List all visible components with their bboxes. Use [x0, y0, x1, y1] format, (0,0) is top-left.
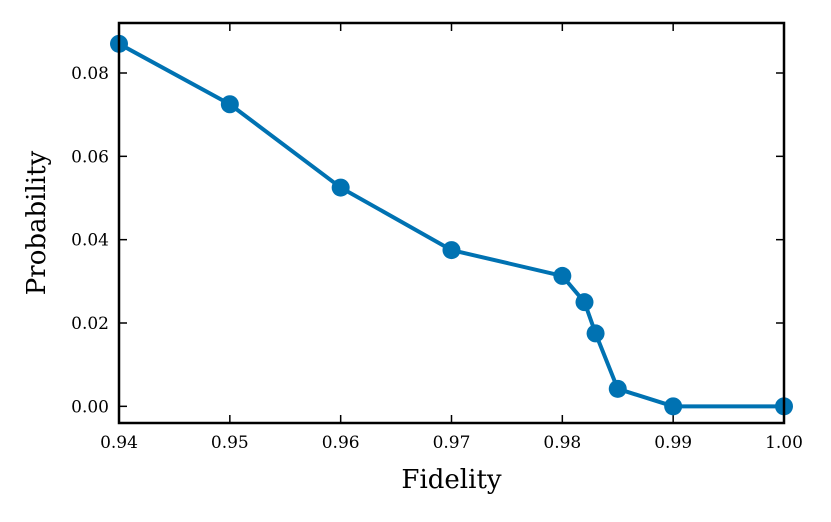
series-line [118, 42, 784, 409]
x-tick-label: 0.98 [543, 433, 581, 453]
x-tick-label: 0.96 [322, 433, 360, 453]
data-point [331, 178, 350, 197]
ticks-layer: 0.94 0.95 0.96 0.97 0.98 0.99 1.00 0.00 0.02 0.04… [71, 23, 803, 453]
y-tick-label: 0.02 [71, 314, 109, 334]
plot-frame [117, 21, 786, 425]
x-tick-label: 0.97 [433, 433, 471, 453]
y-tick-label: 0.00 [71, 397, 109, 417]
data-point [664, 397, 683, 416]
data-point [586, 324, 605, 343]
y-axis-label: Probability [22, 150, 52, 295]
x-tick-label: 0.94 [100, 433, 138, 453]
data-point [608, 379, 627, 398]
data-point [442, 241, 461, 260]
x-tick-label: 0.95 [211, 433, 249, 453]
x-tick-label: 0.99 [654, 433, 692, 453]
labels-layer: Fidelity Probability [22, 150, 502, 495]
x-axis-label: Fidelity [401, 465, 501, 495]
series-layer [110, 34, 793, 416]
y-tick-label: 0.04 [71, 231, 109, 251]
data-point [220, 95, 239, 114]
x-tick-label: 1.00 [765, 433, 803, 453]
data-point [553, 266, 572, 285]
y-tick-label: 0.06 [71, 147, 109, 167]
data-point [575, 293, 594, 312]
y-tick-label: 0.08 [71, 64, 109, 84]
